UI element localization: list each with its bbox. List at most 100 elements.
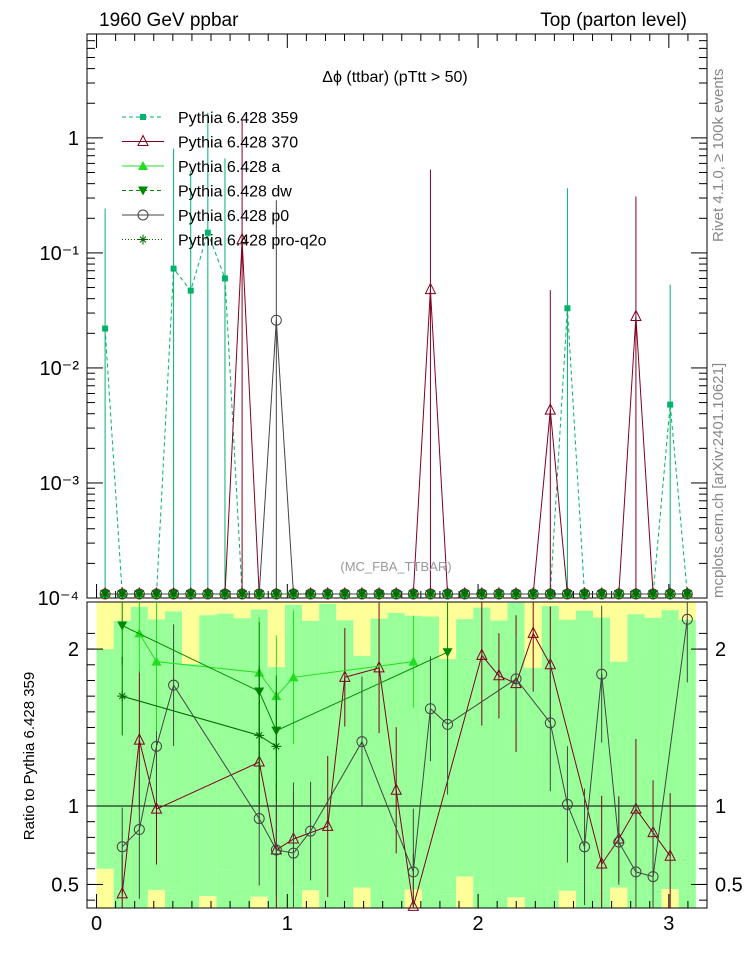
green-band [456,619,474,877]
legend-label: Pythia 6.428 a [178,159,280,176]
legend-item: Pythia 6.428 p0 [122,208,289,225]
ratio-point [116,886,129,899]
yellow-band-top [182,602,200,665]
floor-marker [305,589,316,599]
floor-marker [202,589,213,599]
green-band [182,664,200,895]
yellow-band-top [96,602,114,650]
legend-label: Pythia 6.428 p0 [178,208,289,225]
floor-marker [459,589,470,599]
y-tick-label: 10⁻⁴ [38,588,79,610]
yellow-band-top [165,602,183,612]
ratio-point [151,656,162,666]
ratio-point [442,648,453,658]
ratio-panel-axes: 0.5 0.5 1 1 2 2 0 1 2 3 [51,601,743,935]
floor-marker [100,589,111,599]
ratio-point [321,819,334,831]
main-panel-axes: 1 10⁻¹ 10⁻² 10⁻³ 10⁻⁴ [38,33,708,610]
legend-label: Pythia 6.428 dw [178,184,292,201]
ratio-point [168,679,180,691]
x-tick-label: 2 [473,913,484,935]
ratio-point [133,732,146,745]
series-line [104,231,688,595]
main-panel-data [99,112,694,600]
floor-marker [630,589,641,599]
yellow-band-bottom [165,887,183,908]
floor-marker [151,589,162,599]
ratio-panel-data [116,602,693,911]
ratio-point [424,703,436,715]
ratio-point [117,691,128,702]
green-band [678,619,696,889]
ratio-point [647,871,659,883]
yellow-band-bottom [678,888,696,908]
legend-label: Pythia 6.428 359 [178,110,298,127]
data-point [667,401,674,408]
green-band [113,620,131,892]
yellow-band-bottom [473,888,491,908]
yellow-band-bottom [370,892,388,908]
data-point [221,275,228,282]
floor-marker [648,589,659,599]
legend-marker [138,234,148,245]
ratio-point [408,656,419,666]
yellow-band-top [353,602,371,656]
legend-marker [140,114,146,120]
yellow-band-top [387,602,405,614]
series-pythia-6-428-pro-q2o [100,589,693,599]
green-band [284,604,303,888]
side-label-mcplots: mcplots.cern.ch [arXiv:2401.10621] [710,363,727,598]
legend: Pythia 6.428 359 Pythia 6.428 370 Pythia 6… [122,110,327,250]
floor-marker [271,589,282,599]
floor-marker [442,589,453,599]
yellow-band-top [610,602,628,662]
y-tick-label: 1 [68,128,79,150]
ratio-point [150,802,163,814]
green-band [404,615,422,890]
legend-marker [137,209,149,221]
ratio-point [527,626,539,638]
green-band [233,618,251,889]
floor-marker [288,589,299,599]
ratio-point [493,668,505,681]
green-band [370,618,388,893]
data-point [102,325,109,332]
yellow-band-top [558,602,576,620]
yellow-band-bottom [353,887,371,908]
yellow-band-bottom [456,876,474,908]
yellow-band-bottom [541,887,559,908]
legend-item: Pythia 6.428 a [122,159,280,176]
yellow-band-bottom [130,898,148,908]
ratio-point [681,613,693,625]
ratio-y-tick-label: 1 [68,796,79,818]
ratio-point [407,866,419,878]
floor-marker [168,589,179,599]
yellow-band-top [627,602,645,615]
ratio-point [476,648,488,660]
yellow-band-bottom [199,896,217,908]
ratio-point [116,841,128,853]
ratio-point [630,866,642,878]
green-band [319,604,337,900]
yellow-band-bottom [524,892,542,908]
data-point [170,265,177,272]
yellow-band-top [541,602,559,607]
legend-item: Pythia 6.428 370 [122,134,298,152]
ratio-y-tick-label: 0.5 [51,874,79,896]
y-tick-label: 10⁻² [40,358,80,380]
yellow-band-top [404,602,422,616]
ratio-series-pythia-6-428-pro-q2o [117,656,282,805]
floor-marker [562,589,573,599]
floor-marker [237,589,248,599]
floor-marker [391,589,402,599]
yellow-band-top [575,602,594,611]
data-point [424,282,437,295]
yellow-band-top [233,602,251,619]
data-point [630,309,642,322]
floor-marker [476,589,487,599]
ratio-line [138,633,414,697]
yellow-band-bottom [558,890,576,908]
floor-marker [322,589,333,599]
ratio-point [271,741,282,752]
